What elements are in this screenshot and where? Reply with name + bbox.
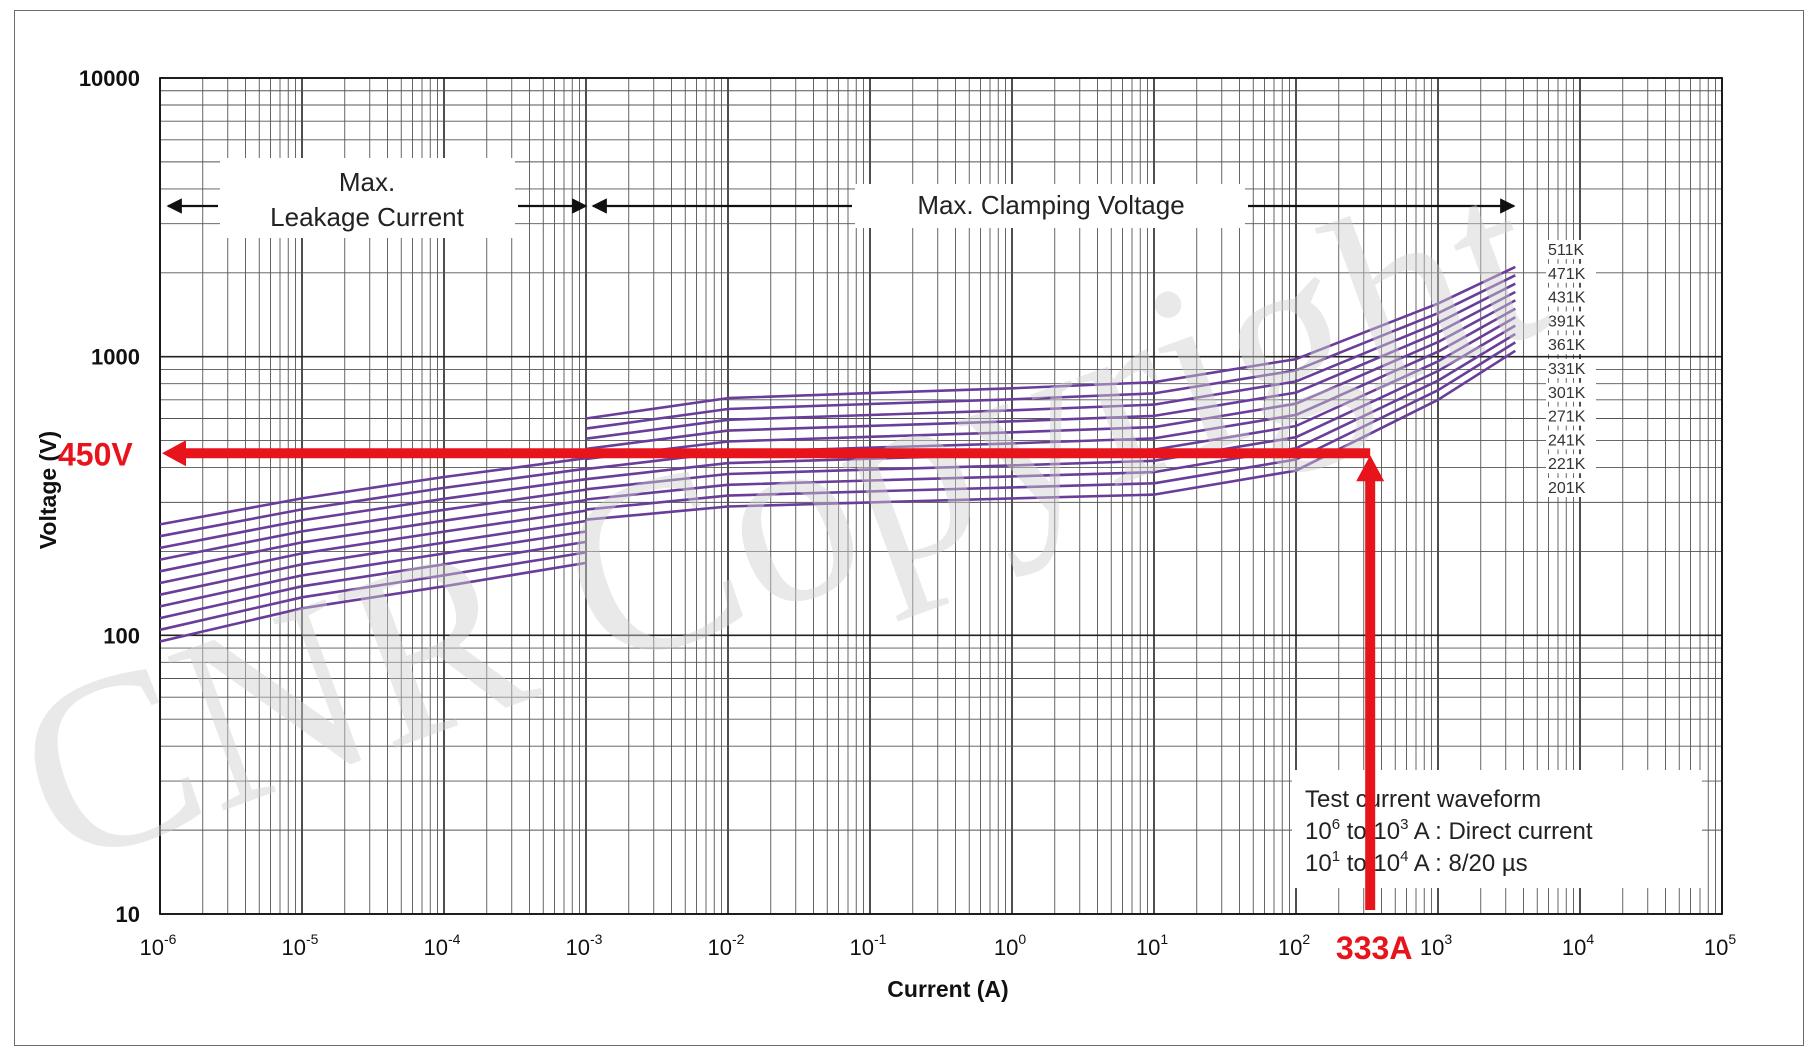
current-annotation-bg — [1332, 928, 1419, 966]
series-line-331K — [159, 509, 587, 585]
leakage-label-box — [220, 158, 515, 238]
series-line-391K — [159, 488, 587, 561]
x-tick-label: 10-4 — [424, 931, 461, 960]
series-label-bg — [1546, 430, 1596, 450]
clamping-label: Max. Clamping Voltage — [917, 190, 1184, 220]
series-label: 221K — [1548, 456, 1586, 473]
series-label-bg — [1546, 406, 1596, 426]
series-line-431K — [585, 282, 1516, 440]
note-title: Test current waveform — [1305, 786, 1541, 813]
series-line-301K — [159, 519, 587, 596]
plot-area-border — [159, 77, 1723, 915]
series-line-201K — [159, 561, 587, 643]
series-group — [159, 265, 1516, 643]
series-label-bg — [1546, 359, 1596, 378]
series-label: 241K — [1548, 432, 1586, 449]
series-line-241K — [159, 540, 587, 620]
series-label: 361K — [1548, 337, 1586, 354]
note-line1: 106 to 103 A : Direct current — [1305, 816, 1593, 845]
y-tick-labels: 10 100 1000 10000 — [79, 66, 140, 927]
x-tick-label: 10-6 — [140, 931, 177, 960]
series-label-bg — [1546, 263, 1596, 283]
clamping-label-box — [855, 184, 1245, 228]
series-label-bg — [1546, 478, 1596, 497]
series-line-271K — [585, 324, 1516, 491]
leakage-label-line1: Max. — [339, 167, 395, 197]
series-label-bg — [1546, 454, 1596, 474]
series-label-bg — [1546, 240, 1596, 259]
x-tick-label: 102 — [1278, 931, 1310, 960]
series-line-431K — [159, 477, 587, 550]
series-line-201K — [585, 349, 1516, 521]
voltage-annotation-label: 450V — [58, 436, 133, 472]
series-label-bg — [1546, 287, 1596, 307]
series-line-241K — [585, 332, 1516, 501]
series-label-bg — [1546, 382, 1596, 402]
current-annotation-label: 333A — [1336, 930, 1413, 966]
x-tick-label: 10-1 — [850, 931, 887, 960]
series-line-511K — [159, 456, 587, 526]
series-line-271K — [159, 530, 587, 608]
note-box — [1292, 770, 1702, 888]
series-line-361K — [159, 498, 587, 573]
x-tick-labels: 10-6 10-5 10-4 10-3 10-2 10-1 100 101 102 103 104 1… — [140, 931, 1737, 960]
series-label: 431K — [1548, 290, 1586, 307]
series-label: 391K — [1548, 313, 1586, 330]
test-waveform-note: Test current waveform 106 to 103 A : Dir… — [1292, 770, 1702, 888]
x-tick-label: 100 — [994, 931, 1026, 960]
series-label-bg — [1546, 335, 1596, 355]
series-label-bg — [1546, 311, 1596, 331]
y-tick-label: 10000 — [79, 66, 140, 91]
x-tick-label: 10-2 — [708, 931, 745, 960]
series-labels: 511K 471K 431K 391K 361K 331K 301K 271K 241K 221K… — [1546, 240, 1596, 497]
current-arrow-head — [1356, 455, 1385, 482]
series-label: 471K — [1548, 266, 1586, 283]
series-line-361K — [585, 299, 1516, 461]
region-labels: Max. Leakage Current Max. Clamping Volta… — [166, 158, 1516, 238]
y-axis-label: Voltage (V) — [35, 431, 61, 549]
note-line2: 101 to 104 A : 8/20 µs — [1305, 848, 1528, 877]
x-tick-label: 10-5 — [282, 931, 319, 960]
chart-frame — [14, 10, 1804, 1046]
x-tick-label: 105 — [1704, 931, 1736, 960]
series-line-471K — [585, 274, 1516, 430]
series-line-391K — [585, 290, 1516, 451]
operating-point-annotation: 450V 333A — [58, 436, 1419, 966]
x-axis-label: Current (A) — [887, 976, 1008, 1002]
voltage-arrow-head — [162, 440, 186, 467]
series-line-221K — [159, 551, 587, 632]
y-tick-label: 100 — [103, 623, 140, 648]
series-line-471K — [159, 467, 587, 538]
series-label: 201K — [1548, 480, 1586, 497]
series-label: 511K — [1548, 242, 1585, 259]
leakage-label-line2: Leakage Current — [270, 202, 464, 232]
y-tick-label: 1000 — [91, 345, 140, 370]
x-tick-label: 104 — [1562, 931, 1594, 960]
x-tick-label: 101 — [1136, 931, 1168, 960]
series-label: 271K — [1548, 409, 1586, 426]
series-line-511K — [585, 265, 1516, 420]
series-label: 301K — [1548, 385, 1586, 402]
series-line-221K — [585, 341, 1516, 511]
series-label: 331K — [1548, 361, 1586, 378]
x-tick-label: 103 — [1420, 931, 1452, 960]
x-tick-label: 10-3 — [566, 931, 603, 960]
y-tick-label: 10 — [116, 902, 140, 927]
